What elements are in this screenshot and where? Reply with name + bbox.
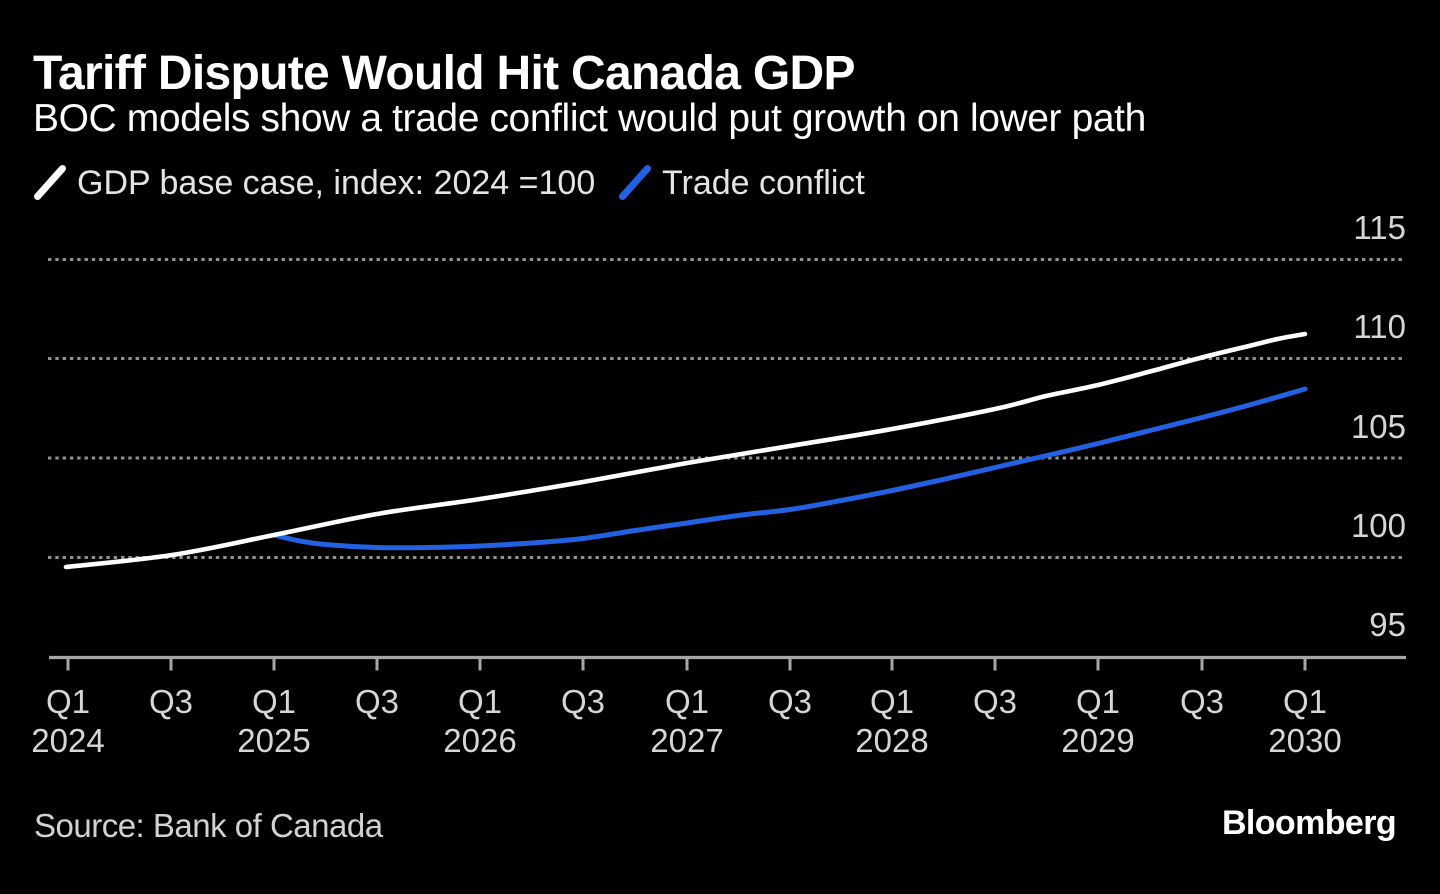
svg-text:95: 95	[1369, 606, 1406, 643]
svg-text:Tariff Dispute Would Hit Canad: Tariff Dispute Would Hit Canada GDP	[33, 47, 855, 100]
svg-text:2024: 2024	[31, 722, 104, 759]
svg-text:GDP base case, index: 2024 =10: GDP base case, index: 2024 =100	[77, 164, 595, 202]
svg-text:Q1: Q1	[1076, 683, 1120, 720]
svg-text:Q1: Q1	[46, 683, 90, 720]
svg-text:2025: 2025	[237, 722, 310, 759]
svg-text:2029: 2029	[1061, 722, 1134, 759]
svg-text:Q1: Q1	[252, 683, 296, 720]
svg-text:Q1: Q1	[1283, 683, 1327, 720]
svg-text:2030: 2030	[1268, 722, 1341, 759]
svg-text:Q1: Q1	[870, 683, 914, 720]
svg-text:Q3: Q3	[1180, 683, 1224, 720]
svg-text:Q3: Q3	[768, 683, 812, 720]
svg-text:Q3: Q3	[561, 683, 605, 720]
svg-text:Q3: Q3	[973, 683, 1017, 720]
svg-text:Q3: Q3	[149, 683, 193, 720]
svg-text:Q3: Q3	[355, 683, 399, 720]
svg-text:Bloomberg: Bloomberg	[1222, 804, 1396, 842]
svg-text:105: 105	[1351, 408, 1406, 445]
svg-text:2027: 2027	[650, 722, 723, 759]
svg-text:Source: Bank of Canada: Source: Bank of Canada	[34, 807, 384, 844]
svg-text:110: 110	[1353, 308, 1406, 345]
svg-text:115: 115	[1353, 209, 1406, 246]
svg-text:2026: 2026	[443, 722, 516, 759]
svg-text:2028: 2028	[855, 722, 928, 759]
svg-text:100: 100	[1351, 507, 1406, 544]
svg-text:Q1: Q1	[665, 683, 709, 720]
svg-text:BOC models show a trade confli: BOC models show a trade conflict would p…	[33, 97, 1146, 140]
svg-text:Trade conflict: Trade conflict	[662, 164, 865, 202]
svg-text:Q1: Q1	[458, 683, 502, 720]
